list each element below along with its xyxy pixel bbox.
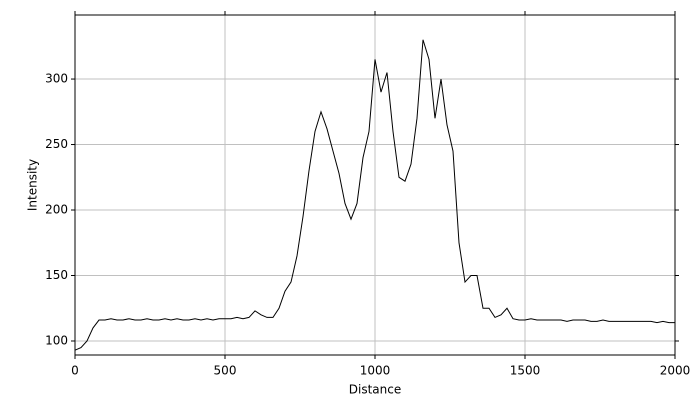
- x-tick-label: 500: [214, 364, 237, 378]
- data-line: [74, 39, 675, 351]
- x-tick-label: 1000: [360, 364, 391, 378]
- y-axis-label: Intensity: [26, 159, 40, 211]
- y-tick-label: 200: [45, 203, 68, 217]
- y-tick-label: 100: [45, 333, 68, 347]
- y-tick-label: 250: [45, 137, 68, 151]
- x-tick-label: 2000: [660, 364, 691, 378]
- x-tick-label: 1500: [510, 364, 541, 378]
- plot-frame: [74, 14, 676, 356]
- x-axis-label: Distance: [349, 383, 401, 397]
- x-tick-label: 0: [71, 364, 79, 378]
- y-tick-label: 300: [45, 72, 68, 86]
- y-tick-label: 150: [45, 268, 68, 282]
